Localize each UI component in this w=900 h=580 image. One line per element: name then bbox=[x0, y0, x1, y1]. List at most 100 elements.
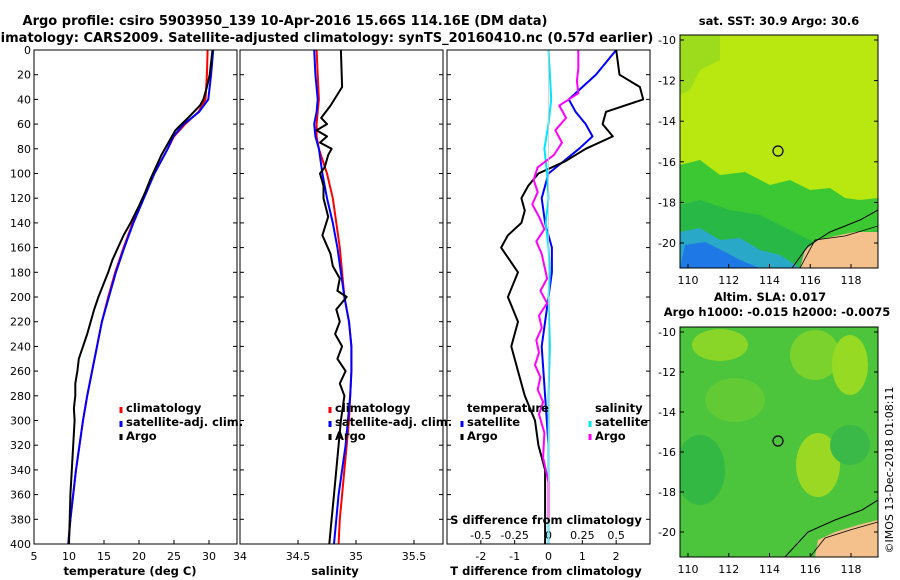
series-line-satellite-adj-clim- bbox=[313, 50, 353, 544]
legend-climatology: climatology bbox=[126, 401, 202, 415]
x-tick-label: 35 bbox=[349, 550, 363, 563]
sst-map-title: sat. SST: 30.9 Argo: 30.6 bbox=[699, 14, 859, 28]
lon-tick-label: 116 bbox=[800, 563, 821, 576]
sla-map-title2: Argo h1000: -0.015 h2000: -0.0075 bbox=[664, 305, 891, 319]
depth-tick-label: 260 bbox=[10, 365, 31, 378]
depth-tick-label: 0 bbox=[24, 44, 31, 57]
legend-t-argo: Argo bbox=[467, 429, 498, 443]
legend-s-argo: Argo bbox=[595, 429, 626, 443]
lat-tick-label: -18 bbox=[658, 486, 676, 499]
x-tick-label: 34 bbox=[233, 550, 247, 563]
figure-title-line2: Climatology: CARS2009. Satellite-adjuste… bbox=[0, 31, 653, 46]
x-tick-label: -2 bbox=[475, 550, 486, 563]
imos-credit: ©IMOS 13-Dec-2018 01:08:11 bbox=[883, 387, 896, 554]
lon-tick-label: 114 bbox=[759, 274, 780, 287]
legend-satellite-adj: satellite-adj. clim. bbox=[126, 415, 243, 429]
sla-map: Altim. SLA: 0.017 Argo h1000: -0.015 h20… bbox=[658, 290, 890, 576]
series-line-temperature-satellite bbox=[540, 50, 617, 544]
sla-map-title1: Altim. SLA: 0.017 bbox=[714, 290, 826, 304]
lat-tick-label: -16 bbox=[658, 446, 676, 459]
x-tick-label: 35.5 bbox=[402, 550, 427, 563]
legend-temperature-title: temperature bbox=[467, 401, 549, 415]
sdiff-tick-label: 0.25 bbox=[570, 529, 595, 542]
lon-tick-label: 110 bbox=[678, 563, 699, 576]
sst-map: sat. SST: 30.9 Argo: 30.6 -10 -12 -14 -16 -1… bbox=[658, 14, 879, 287]
lat-tick-label: -10 bbox=[658, 34, 676, 47]
depth-tick-label: 300 bbox=[10, 415, 31, 428]
legend-s-satellite: satellite bbox=[595, 415, 648, 429]
lat-tick-label: -14 bbox=[658, 406, 676, 419]
x-tick-label: 25 bbox=[167, 550, 181, 563]
legend-t-satellite: satellite bbox=[467, 415, 520, 429]
lat-tick-label: -20 bbox=[658, 237, 676, 250]
series-line-climatology bbox=[67, 50, 209, 544]
salinity-panel: 34 34.5 35 35.5 salinity climatology satell… bbox=[233, 49, 452, 578]
legend-salinity-title: salinity bbox=[595, 401, 643, 415]
salinity-axis: 34 34.5 35 35.5 bbox=[233, 540, 426, 563]
depth-tick-label: 220 bbox=[10, 316, 31, 329]
tdiff-xlabel: T difference from climatology bbox=[450, 564, 642, 578]
argo-location-marker bbox=[772, 435, 784, 447]
legend-climatology: climatology bbox=[335, 401, 411, 415]
salinity-legend: climatology satellite-adj. clim. Argo bbox=[328, 401, 452, 443]
x-tick-label: 34.5 bbox=[286, 550, 311, 563]
x-tick-label: 2 bbox=[613, 550, 620, 563]
legend-satellite-adj: satellite-adj. clim. bbox=[335, 415, 452, 429]
lat-tick-label: -10 bbox=[658, 326, 676, 339]
depth-tick-label: 380 bbox=[10, 513, 31, 526]
temperature-legend: climatology satellite-adj. clim. Argo bbox=[119, 401, 243, 443]
temperature-xlabel: temperature (deg C) bbox=[63, 564, 196, 578]
salinity-xlabel: salinity bbox=[311, 564, 359, 578]
depth-tick-label: 180 bbox=[10, 266, 31, 279]
lat-tick-label: -20 bbox=[658, 526, 676, 539]
lat-tick-label: -16 bbox=[658, 156, 676, 169]
sla-map-axes: -10 -12 -14 -16 -18 -20 110 112 114 116 118 bbox=[658, 326, 878, 576]
depth-tick-label: 40 bbox=[17, 93, 31, 106]
sdiff-xlabel: S difference from climatology bbox=[450, 513, 642, 527]
depth-tick-label: 360 bbox=[10, 489, 31, 502]
legend-argo: Argo bbox=[335, 429, 366, 443]
depth-axis: 0 20 40 60 80 100 120 140 160 180 200 220 240 260 280 3… bbox=[10, 44, 650, 551]
x-tick-label: 0 bbox=[545, 550, 552, 563]
x-tick-label: -1 bbox=[509, 550, 520, 563]
series-line-satellite-adj-clim- bbox=[67, 50, 215, 544]
difference-legend: temperature satellite Argo salinity sate… bbox=[460, 401, 648, 443]
sdiff-tick-label: -0.5 bbox=[470, 529, 491, 542]
figure-title-line1: Argo profile: csiro 5903950_139 10-Apr-2… bbox=[23, 14, 548, 29]
x-tick-label: 15 bbox=[97, 550, 111, 563]
depth-tick-label: 160 bbox=[10, 242, 31, 255]
lon-tick-label: 112 bbox=[718, 274, 739, 287]
x-tick-label: 30 bbox=[202, 550, 216, 563]
lon-tick-label: 116 bbox=[800, 274, 821, 287]
depth-tick-label: 60 bbox=[17, 118, 31, 131]
depth-tick-label: 200 bbox=[10, 291, 31, 304]
depth-tick-label: 20 bbox=[17, 69, 31, 82]
lat-tick-label: -14 bbox=[658, 115, 676, 128]
depth-tick-label: 140 bbox=[10, 217, 31, 230]
x-tick-label: 20 bbox=[132, 550, 146, 563]
x-tick-label: 5 bbox=[31, 550, 38, 563]
sdiff-tick-label: 0.5 bbox=[607, 529, 625, 542]
depth-tick-label: 120 bbox=[10, 192, 31, 205]
lat-tick-label: -18 bbox=[658, 196, 676, 209]
lon-tick-label: 112 bbox=[718, 563, 739, 576]
temperature-panel: 0204060801001201401601802002202402602803… bbox=[10, 44, 650, 578]
depth-tick-label: 100 bbox=[10, 168, 31, 181]
x-tick-label: 10 bbox=[62, 550, 76, 563]
difference-panel: -2 -1 0 1 2-0.5 -0.25 0 0.25 0.5 T difference fr… bbox=[446, 49, 651, 578]
depth-tick-label: 280 bbox=[10, 390, 31, 403]
lat-tick-label: -12 bbox=[658, 366, 676, 379]
series-line-argo bbox=[315, 50, 348, 544]
argo-location-marker bbox=[772, 145, 784, 157]
lon-tick-label: 118 bbox=[841, 274, 862, 287]
series-line-climatology bbox=[315, 50, 353, 544]
depth-tick-label: 80 bbox=[17, 143, 31, 156]
lon-tick-label: 114 bbox=[759, 563, 780, 576]
lat-tick-label: -12 bbox=[658, 75, 676, 88]
series-line-argo bbox=[68, 50, 214, 544]
series-line-salinity-argo bbox=[531, 50, 580, 520]
depth-tick-label: 320 bbox=[10, 439, 31, 452]
depth-tick-label: 400 bbox=[10, 538, 31, 551]
x-tick-label: 1 bbox=[579, 550, 586, 563]
